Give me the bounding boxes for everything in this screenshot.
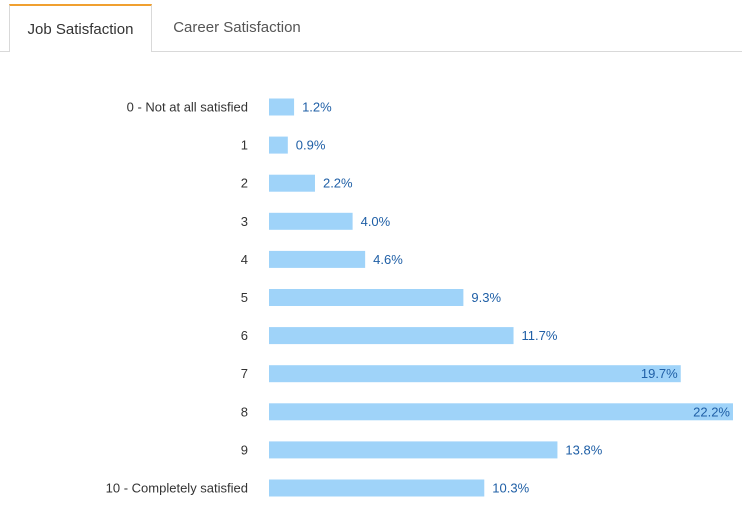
value-label: 1.2% bbox=[302, 100, 332, 115]
bar[interactable] bbox=[269, 98, 295, 116]
category-label: 0 - Not at all satisfied bbox=[127, 100, 248, 115]
category-label: 7 bbox=[241, 366, 248, 381]
value-label: 11.7% bbox=[522, 328, 558, 343]
value-label: 0.9% bbox=[296, 138, 326, 153]
bar[interactable] bbox=[269, 250, 366, 268]
value-label: 9.3% bbox=[471, 290, 501, 305]
bar[interactable] bbox=[269, 174, 315, 192]
tab-bar: Job Satisfaction Career Satisfaction bbox=[0, 0, 742, 52]
category-label: 3 bbox=[241, 214, 248, 229]
value-label: 10.3% bbox=[492, 481, 529, 496]
value-label: 19.7% bbox=[641, 366, 678, 381]
tab-job-satisfaction[interactable]: Job Satisfaction bbox=[9, 4, 152, 52]
tab-career-satisfaction[interactable]: Career Satisfaction bbox=[173, 19, 301, 36]
bar[interactable] bbox=[269, 365, 681, 383]
bar[interactable] bbox=[269, 479, 485, 497]
value-label: 4.6% bbox=[373, 252, 403, 267]
category-label: 6 bbox=[241, 328, 248, 343]
value-label: 13.8% bbox=[565, 442, 602, 457]
value-label: 22.2% bbox=[693, 404, 730, 419]
bar[interactable] bbox=[269, 289, 464, 306]
bar[interactable] bbox=[269, 136, 288, 154]
category-label: 2 bbox=[241, 176, 248, 191]
value-label: 4.0% bbox=[361, 214, 391, 229]
bar[interactable] bbox=[269, 441, 558, 459]
bar[interactable] bbox=[269, 212, 353, 230]
category-label: 8 bbox=[241, 404, 248, 419]
category-label: 5 bbox=[241, 290, 248, 305]
category-label: 4 bbox=[241, 252, 248, 267]
category-label: 9 bbox=[241, 442, 248, 457]
value-label: 2.2% bbox=[323, 176, 353, 191]
bar[interactable] bbox=[269, 403, 733, 421]
category-label: 10 - Completely satisfied bbox=[106, 481, 248, 496]
bar[interactable] bbox=[269, 327, 514, 345]
category-label: 1 bbox=[241, 138, 248, 153]
